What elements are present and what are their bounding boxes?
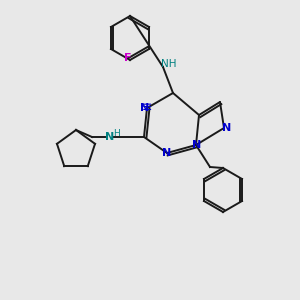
Text: N: N bbox=[140, 103, 150, 113]
Text: N: N bbox=[105, 132, 115, 142]
Text: NH: NH bbox=[161, 59, 177, 69]
Text: N: N bbox=[222, 123, 232, 133]
Text: N: N bbox=[162, 148, 172, 158]
Text: ≡: ≡ bbox=[142, 101, 152, 115]
Text: H: H bbox=[112, 128, 119, 137]
Text: N: N bbox=[192, 140, 202, 150]
Text: F: F bbox=[124, 53, 132, 63]
